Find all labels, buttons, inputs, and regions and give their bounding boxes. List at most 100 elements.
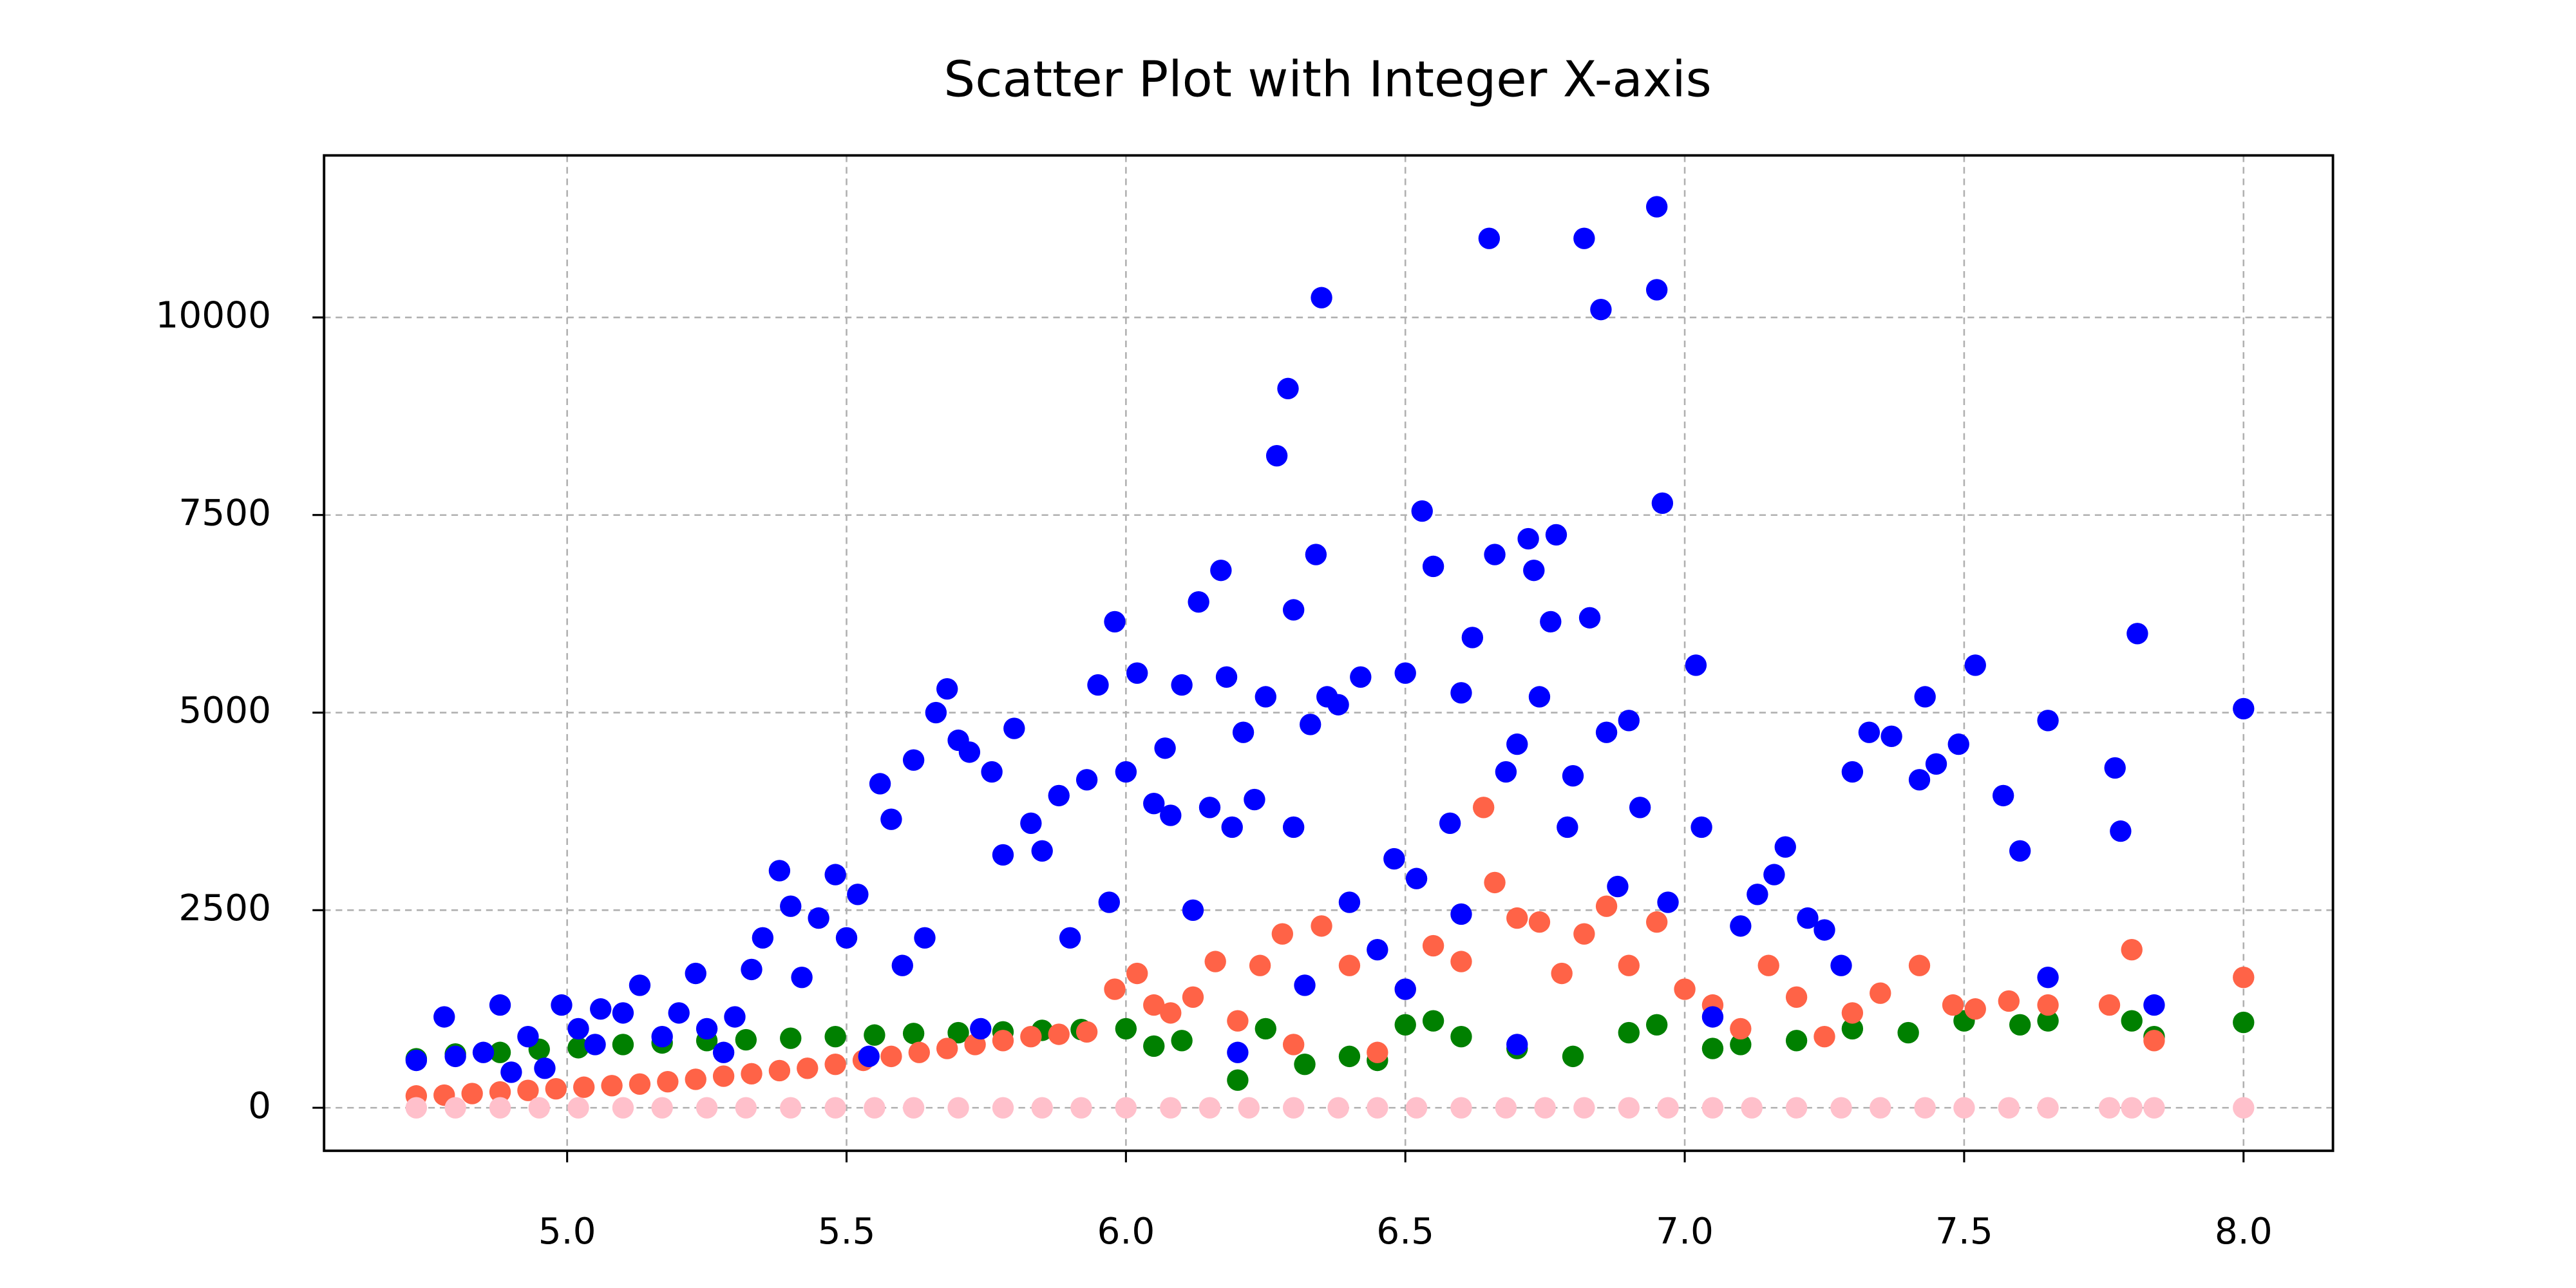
- point: [902, 1023, 925, 1045]
- point: [1870, 1097, 1891, 1119]
- point: [797, 1057, 819, 1079]
- point: [1439, 812, 1461, 835]
- point: [1757, 954, 1779, 976]
- point: [2110, 820, 2132, 842]
- point: [992, 844, 1014, 866]
- point: [1277, 377, 1299, 400]
- point: [1394, 662, 1416, 684]
- point: [1562, 765, 1584, 787]
- point: [1115, 761, 1137, 783]
- point: [1126, 662, 1148, 684]
- point: [1461, 627, 1484, 649]
- point: [1450, 951, 1472, 972]
- point: [584, 1034, 606, 1056]
- point: [2037, 994, 2059, 1016]
- point: [1814, 1026, 1835, 1048]
- point: [668, 1002, 690, 1024]
- point: [1020, 812, 1042, 835]
- point: [936, 678, 958, 700]
- point: [1188, 591, 1209, 613]
- point: [1020, 1026, 1042, 1048]
- point: [1255, 686, 1276, 708]
- point: [1294, 974, 1316, 996]
- point: [1645, 1014, 1668, 1036]
- point: [1087, 674, 1109, 696]
- point: [1282, 1097, 1305, 1119]
- point: [1998, 1097, 2020, 1119]
- point: [1690, 816, 1712, 838]
- y-tick-label: 0: [248, 1085, 271, 1127]
- point: [1814, 919, 1835, 941]
- point: [1075, 1021, 1098, 1043]
- point: [1618, 710, 1640, 732]
- point: [864, 1024, 886, 1046]
- point: [1367, 939, 1388, 961]
- point: [1282, 599, 1305, 621]
- point: [1115, 1018, 1137, 1040]
- point: [1528, 911, 1551, 933]
- x-tick-label: 6.5: [1376, 1211, 1434, 1253]
- plot-area: [405, 196, 2255, 1119]
- y-tick-label: 5000: [178, 690, 271, 732]
- point: [1998, 990, 2020, 1012]
- point: [1154, 737, 1176, 759]
- point: [752, 927, 774, 949]
- point: [1730, 1018, 1752, 1040]
- point: [444, 1045, 466, 1068]
- point: [908, 1041, 930, 1063]
- point: [1870, 982, 1891, 1004]
- point: [461, 1083, 483, 1104]
- point: [1422, 1010, 1444, 1032]
- point: [1411, 500, 1433, 522]
- point: [1730, 915, 1752, 937]
- point: [1282, 1034, 1305, 1056]
- point: [2143, 1030, 2165, 1052]
- point: [2233, 1097, 2255, 1119]
- point: [1215, 666, 1238, 688]
- point: [1528, 686, 1551, 708]
- point: [1204, 951, 1226, 972]
- x-tick-label: 5.0: [538, 1211, 596, 1253]
- point: [1450, 1097, 1472, 1119]
- point: [824, 1053, 846, 1075]
- point: [1953, 1097, 1975, 1119]
- axes-frame: [323, 154, 2334, 1152]
- point: [891, 954, 913, 976]
- point: [1048, 784, 1070, 807]
- point: [1551, 962, 1573, 985]
- point: [1964, 654, 1986, 676]
- point: [1785, 1030, 1808, 1052]
- point: [651, 1097, 673, 1119]
- point: [835, 927, 858, 949]
- point: [1450, 1026, 1472, 1048]
- point: [1244, 788, 1265, 811]
- point: [1031, 840, 1053, 862]
- point: [1198, 1097, 1221, 1119]
- point: [2233, 697, 2255, 720]
- point: [1478, 227, 1501, 249]
- point: [1394, 1014, 1416, 1036]
- point: [1730, 1034, 1752, 1056]
- point: [2121, 1097, 2143, 1119]
- point: [992, 1030, 1014, 1052]
- point: [489, 994, 511, 1016]
- point: [1450, 682, 1472, 704]
- point: [2233, 966, 2255, 989]
- point: [1227, 1069, 1249, 1091]
- point: [864, 1097, 886, 1119]
- point: [1221, 816, 1243, 838]
- point: [1210, 559, 1232, 582]
- point: [1271, 923, 1294, 945]
- point: [958, 741, 981, 763]
- point: [1115, 1097, 1137, 1119]
- point: [1545, 524, 1567, 546]
- point: [1048, 1023, 1070, 1045]
- point: [1232, 721, 1255, 743]
- point: [735, 1097, 757, 1119]
- point: [1098, 891, 1121, 913]
- point: [545, 1078, 567, 1100]
- point: [405, 1049, 428, 1072]
- point: [824, 864, 846, 886]
